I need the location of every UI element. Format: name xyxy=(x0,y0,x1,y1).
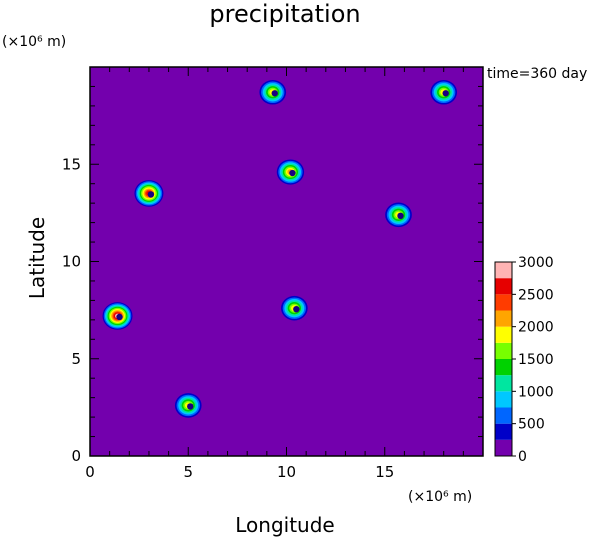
y-axis-label: Latitude xyxy=(25,217,49,299)
storm-eye xyxy=(187,403,194,410)
colorbar-swatch xyxy=(495,294,512,311)
x-axis-unit: (×10⁶ m) xyxy=(408,489,472,505)
x-tick-label: 0 xyxy=(85,463,95,481)
colorbar-label: 1000 xyxy=(518,384,554,400)
x-axis-label: Longitude xyxy=(235,513,334,537)
storm-eye xyxy=(293,305,300,313)
storm-eye xyxy=(116,313,123,321)
storm-eye xyxy=(147,191,155,198)
x-tick-label: 10 xyxy=(277,463,296,481)
colorbar-swatch xyxy=(495,326,512,343)
colorbar-swatch xyxy=(495,310,512,327)
storm-cell xyxy=(134,180,164,207)
plot-area xyxy=(89,66,484,457)
colorbar-swatch xyxy=(495,423,512,440)
colorbar-swatch xyxy=(495,439,512,456)
chart-title: precipitation xyxy=(209,0,360,28)
colorbar-swatch xyxy=(495,342,512,359)
x-tick-label: 5 xyxy=(183,463,193,481)
y-tick-label: 15 xyxy=(62,155,81,173)
colorbar: 0 500 1000 1500 2000 2500 3000 xyxy=(494,255,554,465)
storm-eye xyxy=(271,90,278,97)
storm-cell xyxy=(385,202,412,228)
colorbar-swatch xyxy=(495,407,512,424)
storm-cell xyxy=(276,159,305,185)
y-axis-unit: (×10⁶ m) xyxy=(2,34,66,50)
storm-eye xyxy=(289,169,296,177)
colorbar-label: 2500 xyxy=(518,287,554,303)
storm-cell xyxy=(174,393,202,418)
storm-cell xyxy=(102,302,133,330)
colorbar-swatch xyxy=(495,391,512,408)
colorbar-swatch xyxy=(495,375,512,392)
storm-eye xyxy=(442,90,449,97)
storm-cell xyxy=(281,295,308,321)
time-annotation: time=360 day xyxy=(487,66,587,82)
plot-background xyxy=(90,67,483,456)
colorbar-label: 500 xyxy=(518,417,545,433)
storm-cell xyxy=(259,80,287,105)
storm-cell xyxy=(430,80,458,105)
colorbar-label: 1500 xyxy=(518,352,554,368)
y-tick-label: 5 xyxy=(71,350,81,368)
storm-eye xyxy=(397,212,404,220)
colorbar-swatch xyxy=(495,359,512,376)
y-tick-label: 0 xyxy=(71,447,81,465)
axes: 0 5 10 15 0 5 10 15 xyxy=(62,66,484,481)
x-tick-label: 15 xyxy=(375,463,394,481)
colorbar-label: 3000 xyxy=(518,255,554,271)
colorbar-swatch xyxy=(495,262,512,279)
colorbar-label: 0 xyxy=(518,449,527,465)
colorbar-swatch xyxy=(495,278,512,295)
colorbar-label: 2000 xyxy=(518,320,554,336)
y-tick-label: 10 xyxy=(62,253,81,271)
